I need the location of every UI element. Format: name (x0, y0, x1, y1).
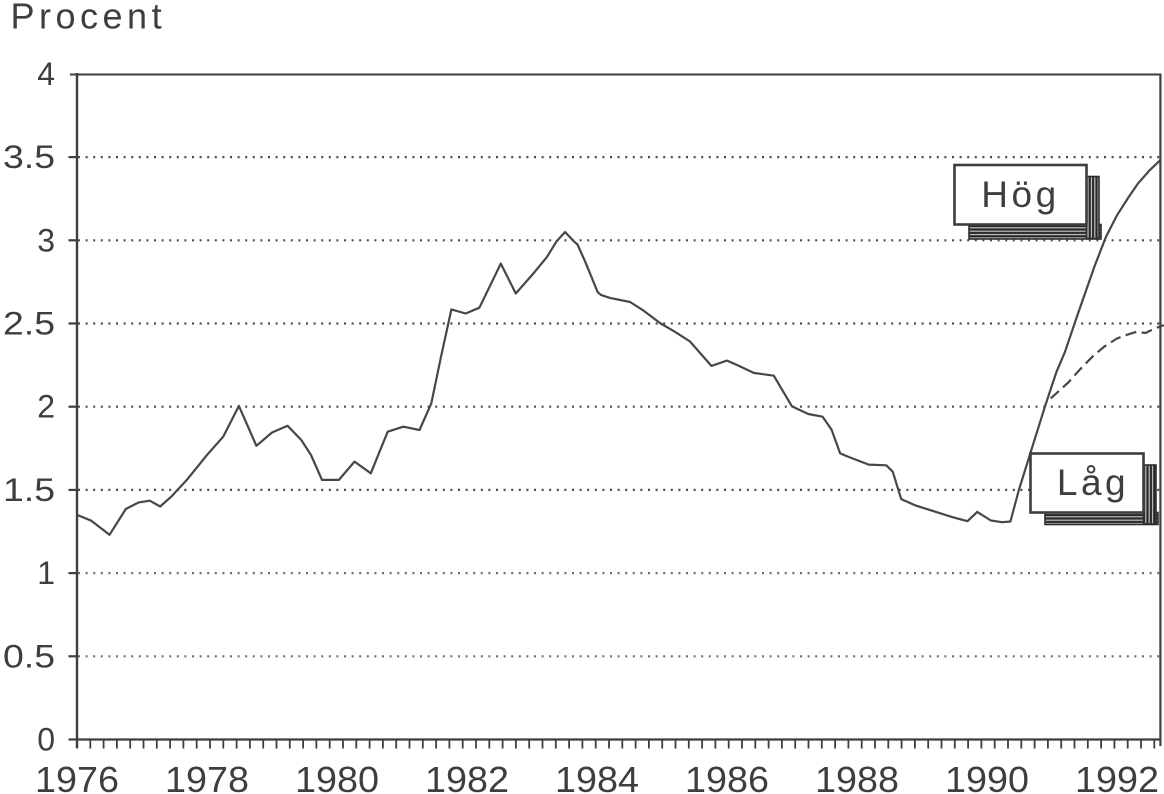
svg-text:Procent: Procent (11, 0, 167, 37)
svg-text:2: 2 (37, 389, 55, 425)
svg-text:Hög: Hög (981, 174, 1059, 215)
svg-text:1982: 1982 (425, 759, 509, 794)
svg-text:3: 3 (37, 222, 55, 258)
svg-text:1986: 1986 (685, 759, 769, 794)
svg-text:4: 4 (37, 56, 55, 92)
svg-text:2.5: 2.5 (3, 306, 55, 342)
svg-text:1988: 1988 (815, 759, 899, 794)
svg-text:1978: 1978 (165, 759, 249, 794)
svg-text:1: 1 (37, 555, 55, 591)
svg-text:1992: 1992 (1075, 759, 1159, 794)
svg-text:0: 0 (37, 722, 55, 758)
svg-text:Låg: Låg (1057, 462, 1129, 503)
svg-text:1990: 1990 (945, 759, 1029, 794)
svg-text:1.5: 1.5 (3, 472, 55, 508)
svg-text:0.5: 0.5 (3, 638, 55, 674)
svg-text:1984: 1984 (555, 759, 639, 794)
svg-text:3.5: 3.5 (3, 139, 55, 175)
svg-text:1976: 1976 (35, 759, 119, 794)
svg-text:1980: 1980 (295, 759, 379, 794)
